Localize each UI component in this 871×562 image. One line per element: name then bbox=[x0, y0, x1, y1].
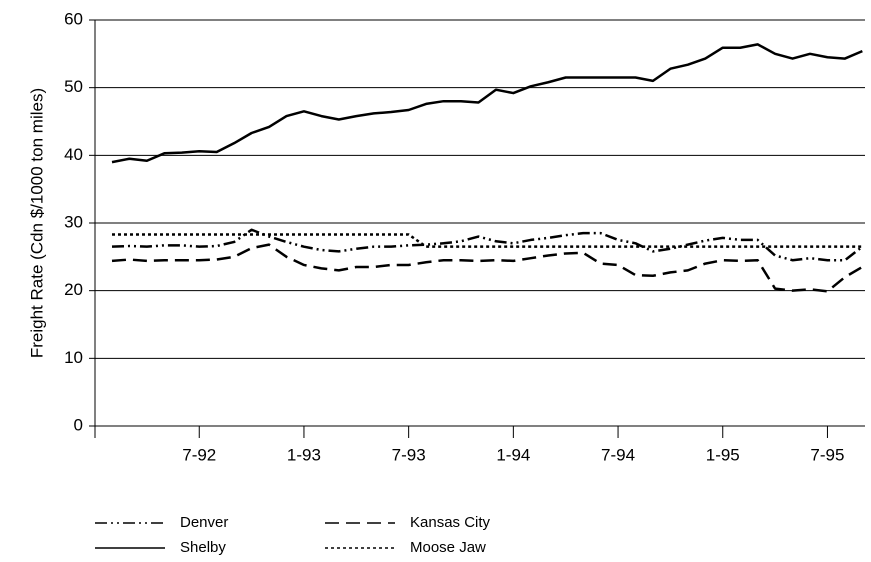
series-line bbox=[112, 233, 863, 248]
legend-label: Kansas City bbox=[410, 514, 491, 531]
legend-label: Denver bbox=[180, 514, 228, 531]
legend-label: Moose Jaw bbox=[410, 539, 486, 556]
series-line bbox=[111, 228, 864, 262]
series-line bbox=[111, 243, 863, 293]
y-axis-label: Freight Rate (Cdn $/1000 ton miles) bbox=[27, 88, 46, 358]
y-tick-label: 10 bbox=[64, 348, 83, 367]
y-tick-label: 0 bbox=[74, 415, 83, 434]
x-tick-label: 1-95 bbox=[706, 445, 740, 464]
legend-label: Shelby bbox=[180, 539, 226, 556]
y-tick-label: 60 bbox=[64, 9, 83, 28]
x-tick-label: 7-93 bbox=[392, 445, 426, 464]
y-tick-label: 40 bbox=[64, 145, 83, 164]
series-line bbox=[111, 43, 863, 164]
x-tick-label: 7-95 bbox=[810, 445, 844, 464]
y-tick-label: 30 bbox=[64, 212, 83, 231]
y-tick-label: 50 bbox=[64, 77, 83, 96]
x-tick-label: 1-94 bbox=[496, 445, 530, 464]
x-tick-label: 7-92 bbox=[182, 445, 216, 464]
x-tick-label: 1-93 bbox=[287, 445, 321, 464]
x-tick-label: 7-94 bbox=[601, 445, 635, 464]
y-tick-label: 20 bbox=[64, 280, 83, 299]
